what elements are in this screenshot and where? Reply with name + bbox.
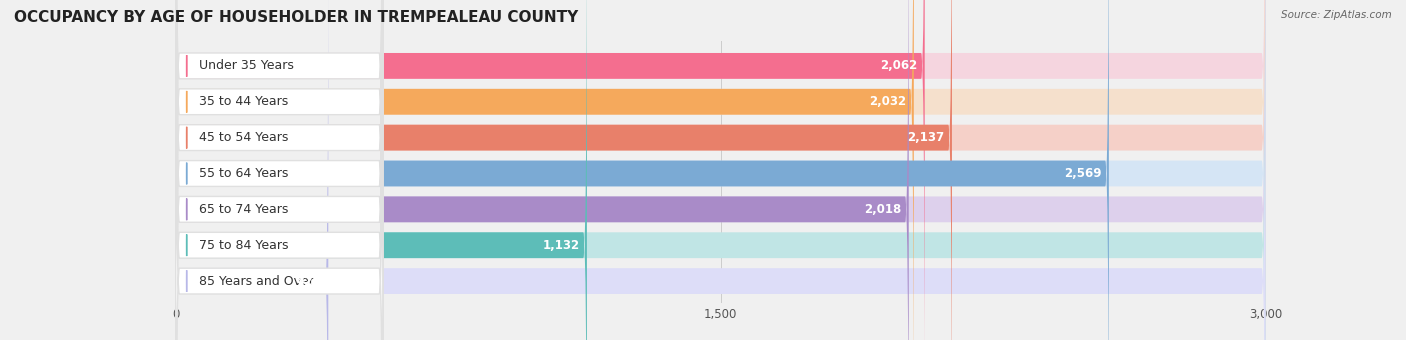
Text: 45 to 54 Years: 45 to 54 Years xyxy=(200,131,288,144)
FancyBboxPatch shape xyxy=(176,0,382,340)
Text: 55 to 64 Years: 55 to 64 Years xyxy=(200,167,288,180)
Text: OCCUPANCY BY AGE OF HOUSEHOLDER IN TREMPEALEAU COUNTY: OCCUPANCY BY AGE OF HOUSEHOLDER IN TREMP… xyxy=(14,10,578,25)
FancyBboxPatch shape xyxy=(176,0,382,340)
FancyBboxPatch shape xyxy=(176,0,1265,340)
FancyBboxPatch shape xyxy=(176,0,1265,340)
FancyBboxPatch shape xyxy=(176,0,925,340)
FancyBboxPatch shape xyxy=(176,0,1265,340)
Text: 1,132: 1,132 xyxy=(543,239,579,252)
FancyBboxPatch shape xyxy=(176,0,382,340)
Text: 85 Years and Over: 85 Years and Over xyxy=(200,275,314,288)
FancyBboxPatch shape xyxy=(176,0,382,340)
FancyBboxPatch shape xyxy=(176,0,329,340)
Text: 2,062: 2,062 xyxy=(880,59,918,72)
FancyBboxPatch shape xyxy=(176,0,952,340)
Text: 420: 420 xyxy=(297,275,321,288)
Text: 2,569: 2,569 xyxy=(1064,167,1101,180)
FancyBboxPatch shape xyxy=(176,0,908,340)
FancyBboxPatch shape xyxy=(176,0,914,340)
FancyBboxPatch shape xyxy=(176,0,1109,340)
Text: Under 35 Years: Under 35 Years xyxy=(200,59,294,72)
Text: 2,032: 2,032 xyxy=(869,95,907,108)
FancyBboxPatch shape xyxy=(176,0,586,340)
Text: 2,018: 2,018 xyxy=(865,203,901,216)
Text: 65 to 74 Years: 65 to 74 Years xyxy=(200,203,288,216)
Text: 75 to 84 Years: 75 to 84 Years xyxy=(200,239,288,252)
FancyBboxPatch shape xyxy=(176,0,1265,340)
FancyBboxPatch shape xyxy=(176,0,382,340)
FancyBboxPatch shape xyxy=(176,0,1265,340)
FancyBboxPatch shape xyxy=(176,0,1265,340)
FancyBboxPatch shape xyxy=(176,0,382,340)
Text: 35 to 44 Years: 35 to 44 Years xyxy=(200,95,288,108)
FancyBboxPatch shape xyxy=(176,0,1265,340)
Text: 2,137: 2,137 xyxy=(907,131,945,144)
FancyBboxPatch shape xyxy=(176,0,382,340)
Text: Source: ZipAtlas.com: Source: ZipAtlas.com xyxy=(1281,10,1392,20)
